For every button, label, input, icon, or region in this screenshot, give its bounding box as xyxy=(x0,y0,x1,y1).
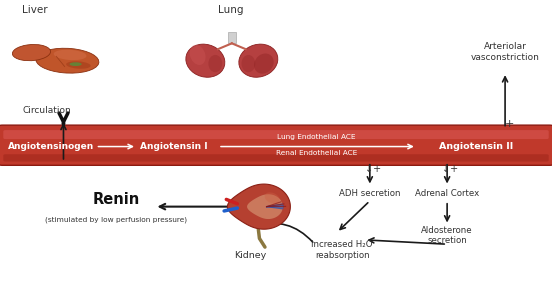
Text: Angiotensin I: Angiotensin I xyxy=(140,142,208,151)
Ellipse shape xyxy=(36,48,99,73)
Ellipse shape xyxy=(190,45,205,65)
Text: Renin: Renin xyxy=(92,192,140,207)
Text: Renal Endothelial ACE: Renal Endothelial ACE xyxy=(275,150,357,156)
Text: ADH secretion: ADH secretion xyxy=(339,189,401,198)
Ellipse shape xyxy=(70,62,82,66)
Text: Angiotensinogen: Angiotensinogen xyxy=(8,142,94,151)
Text: Adrenal Cortex: Adrenal Cortex xyxy=(415,189,479,198)
Ellipse shape xyxy=(254,53,274,74)
Ellipse shape xyxy=(12,45,51,61)
Ellipse shape xyxy=(239,44,278,77)
Ellipse shape xyxy=(241,55,255,72)
Text: Arteriolar
vasconstriction: Arteriolar vasconstriction xyxy=(471,42,539,62)
Text: ↓+: ↓+ xyxy=(364,164,381,174)
Ellipse shape xyxy=(66,61,91,69)
Text: Kidney: Kidney xyxy=(234,251,266,260)
Text: Increased H₂O
reabsorption: Increased H₂O reabsorption xyxy=(311,240,373,260)
Ellipse shape xyxy=(209,55,222,72)
FancyBboxPatch shape xyxy=(3,154,549,162)
Text: Circulation: Circulation xyxy=(22,106,71,115)
Text: Lung Endothelial ACE: Lung Endothelial ACE xyxy=(277,134,355,140)
Ellipse shape xyxy=(186,44,225,77)
Text: ↓+: ↓+ xyxy=(442,164,458,174)
Text: Lung: Lung xyxy=(218,5,243,15)
FancyBboxPatch shape xyxy=(0,125,552,165)
FancyBboxPatch shape xyxy=(3,130,549,139)
Text: (stimulated by low perfusion pressure): (stimulated by low perfusion pressure) xyxy=(45,216,187,223)
Ellipse shape xyxy=(264,192,280,203)
Polygon shape xyxy=(247,194,283,219)
Polygon shape xyxy=(227,184,290,229)
Text: Liver: Liver xyxy=(22,5,47,15)
Text: Aldosterone
secretion: Aldosterone secretion xyxy=(421,226,473,245)
Text: +: + xyxy=(505,119,514,129)
Bar xyxy=(228,32,236,43)
Ellipse shape xyxy=(54,50,87,60)
Text: Angiotensin II: Angiotensin II xyxy=(439,142,513,151)
